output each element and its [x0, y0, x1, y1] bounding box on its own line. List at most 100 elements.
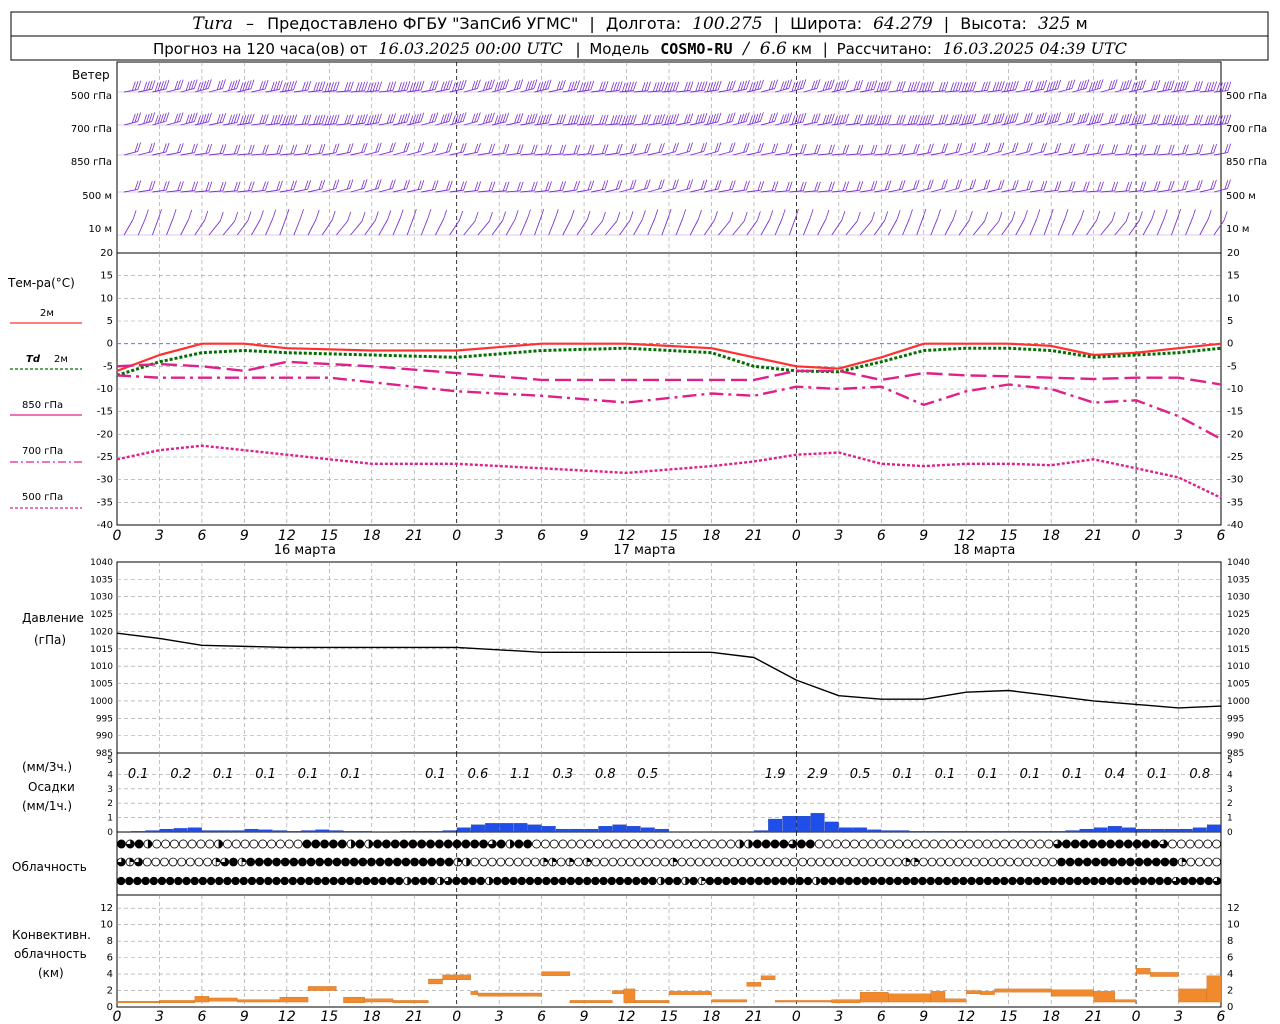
- wind-barb-shaft: [972, 220, 986, 236]
- conv-cloud-bar: [343, 996, 365, 1004]
- cloud-symbol-outline: [884, 857, 894, 867]
- wind-barb: [605, 114, 623, 126]
- wind-barb: [293, 180, 312, 193]
- conv-tick-label: 6: [107, 953, 113, 964]
- cloud-symbol-fill: [1141, 839, 1151, 849]
- wind-barb-feather: [961, 82, 966, 92]
- wind-barb-feather: [955, 114, 960, 124]
- x-tick-label: 0: [792, 1009, 801, 1024]
- wind-barb-feather: [559, 114, 564, 124]
- pressure-tick-label: 1025: [1227, 610, 1250, 620]
- x-tick-label: 15: [320, 528, 338, 544]
- wind-barb-feather: [457, 113, 462, 123]
- wind-barb-feather: [542, 80, 547, 91]
- wind-barb: [633, 114, 651, 126]
- wind-barb-feather: [729, 113, 733, 123]
- wind-barb-feather: [828, 80, 832, 90]
- wind-barb-feather: [1173, 82, 1178, 92]
- conv-cloud-bar: [1150, 972, 1179, 977]
- cloud-symbol: [427, 876, 437, 886]
- wind-barb-feather: [689, 113, 694, 123]
- pressure-tick-label: 1040: [1227, 558, 1250, 568]
- wind-barb-feather: [1139, 80, 1144, 90]
- wind-barb: [1199, 143, 1217, 156]
- wind-barb: [576, 144, 595, 156]
- wind-barb-feather: [1049, 81, 1053, 91]
- wind-barb: [590, 211, 606, 236]
- wind-barb-feather: [743, 80, 748, 90]
- x-tick-label: 3: [1174, 1009, 1183, 1024]
- wind-barb: [279, 180, 297, 193]
- wind-barb-shaft: [194, 190, 209, 193]
- wind-barb-feather: [1128, 181, 1133, 191]
- pressure-tick-label: 995: [96, 714, 113, 724]
- wind-barb-feather: [785, 80, 790, 90]
- wind-barb-feather: [488, 80, 493, 90]
- precip-unit-3h: (мм/3ч.): [22, 760, 72, 774]
- cloud-symbol-outline: [496, 857, 506, 867]
- wind-barb-feather: [1170, 180, 1175, 190]
- wind-barb: [831, 79, 849, 93]
- wind-barb-feather: [981, 114, 985, 124]
- wind-barb-shaft: [1015, 89, 1030, 93]
- wind-barb-shaft: [562, 153, 577, 156]
- wind-barb: [279, 144, 298, 156]
- cloud-symbol: [231, 876, 240, 886]
- conv-cloud-bar: [930, 991, 946, 1003]
- wind-barb: [746, 181, 765, 193]
- conv-cloud-bar: [944, 998, 967, 1003]
- wind-barb-feather: [816, 144, 821, 154]
- wind-barb: [477, 112, 495, 126]
- wind-barb-feather: [290, 114, 295, 125]
- wind-barb-shaft: [166, 189, 181, 193]
- wind-barb-feather: [944, 179, 948, 189]
- wind-barb-shaft: [1072, 88, 1087, 93]
- wind-barb-feather: [800, 144, 804, 154]
- cloud-symbol: [1057, 857, 1066, 867]
- cloud-symbol-fill: [223, 876, 232, 886]
- wind-barb-feather: [646, 179, 651, 189]
- cloud-symbol-fill: [975, 876, 984, 886]
- wind-barb-feather: [321, 179, 326, 190]
- wind-barb-feather: [568, 115, 572, 125]
- wind-barb: [123, 80, 142, 93]
- wind-barb: [746, 211, 761, 236]
- cloud-symbol: [1039, 857, 1049, 867]
- wind-barb: [732, 180, 750, 193]
- cloud-symbol: [370, 876, 379, 886]
- wind-barb: [873, 211, 889, 236]
- cloud-symbol-fill: [1147, 876, 1156, 886]
- wind-barb: [1100, 181, 1119, 193]
- wind-barb: [1100, 144, 1118, 156]
- wind-barb: [1057, 209, 1069, 236]
- wind-barb-feather: [276, 80, 280, 91]
- wind-barb-feather: [655, 114, 660, 124]
- wind-barb-feather: [440, 114, 445, 124]
- wind-barb: [718, 180, 736, 193]
- wind-barb-shaft: [208, 121, 223, 126]
- wind-barb-feather: [791, 115, 796, 125]
- wind-barb-feather: [513, 80, 518, 90]
- cloud-symbol-outline: [962, 857, 971, 867]
- wind-barb-shaft: [1185, 123, 1200, 126]
- wind-barb-feather: [929, 179, 934, 189]
- precip-bar: [400, 831, 415, 833]
- cloud-symbol-fill: [762, 876, 772, 886]
- precip-3h-total: 0.4: [1105, 767, 1126, 782]
- cloud-symbol: [246, 857, 256, 867]
- wind-barb-feather: [250, 181, 255, 191]
- wind-barb-feather: [816, 79, 821, 89]
- cloud-symbol: [272, 857, 281, 867]
- wind-barb-feather: [1151, 210, 1156, 220]
- wind-barb-feather: [346, 180, 351, 190]
- cloud-symbol: [648, 876, 657, 886]
- cloud-symbol-fill: [550, 876, 559, 886]
- wind-barb-feather: [204, 210, 209, 221]
- wind-barb-feather: [134, 113, 139, 123]
- wind-barb: [208, 113, 227, 126]
- wind-barb-feather: [1068, 143, 1073, 153]
- wind-barb: [704, 112, 722, 126]
- cloud-symbol: [296, 876, 306, 886]
- cloud-symbol-fill: [460, 876, 469, 886]
- cloud-symbol: [399, 839, 409, 849]
